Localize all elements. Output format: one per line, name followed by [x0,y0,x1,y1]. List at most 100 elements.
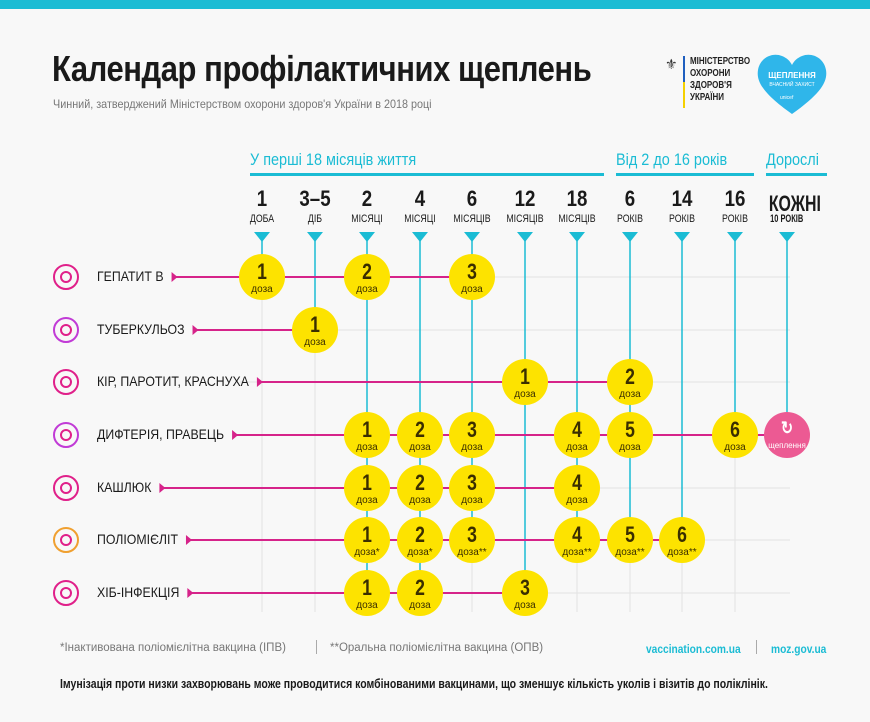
dose-number: 4 [572,417,582,442]
row-arrow-icon [256,377,263,387]
dose-circle: 2 доза [344,254,390,300]
dose-label: доза** [667,547,697,558]
column-value: 1 [256,186,268,211]
dose-label: щеплення [768,441,806,450]
polio-virus-icon [53,527,79,553]
campaign-logo-title: ЩЕПЛЕННЯ [768,71,816,80]
dose-label: доза [251,284,273,295]
dose-label: доза [356,495,378,506]
dose-circle: 1 доза [502,359,548,405]
column-value: 16 [724,186,746,211]
dose-circle: 5 доза [607,412,653,458]
row-arrow-icon [192,325,199,335]
dose-circle: 4 доза [554,465,600,511]
hib-bacteria-icon [53,580,79,606]
group-adults: Дорослі [766,150,819,169]
column-unit: РОКІВ [722,213,748,225]
dose-circle: 3 доза** [449,517,495,563]
ministry-logo-line: УКРАЇНИ [689,92,724,103]
row-arrow-icon [187,588,194,598]
column-unit: ДІБ [307,213,323,225]
dose-label: доза [461,442,483,453]
dose-number: 5 [625,417,635,442]
column-header: 14 РОКІВ [652,186,712,225]
row-arrow-icon [232,430,239,440]
column-value: 12 [514,186,536,211]
group-children: Від 2 до 16 років [616,150,728,169]
column-value: 4 [414,186,426,211]
column-header: КОЖНІ 10 РОКІВ [765,191,821,226]
column-header: 12 МІСЯЦІВ [495,186,555,225]
disease-label: ДИФТЕРІЯ, ПРАВЕЦЬ [97,426,225,442]
dose-circle: 1 доза [344,570,390,616]
column-marker-icon [569,232,585,242]
dose-circle: 6 доза** [659,517,705,563]
column-marker-icon [727,232,743,242]
column-header: 3–5 ДІБ [285,186,345,225]
dose-label: доза [461,284,483,295]
disease-label: КІР, ПАРОТИТ, КРАСНУХА [97,373,249,389]
column-value: 14 [671,186,693,211]
row-arrow-icon [185,535,192,545]
dose-label: доза** [615,547,645,558]
dose-circle: 1 доза [344,465,390,511]
column-header: 2 МІСЯЦІ [337,186,397,225]
dose-number: 2 [415,522,425,547]
column-value: 2 [361,186,373,211]
column-header: 1 ДОБА [232,186,292,225]
column-value: 18 [566,186,588,211]
column-unit: МІСЯЦІВ [453,213,491,225]
group-children-line [616,173,754,176]
link-vaccination[interactable]: vaccination.com.ua [646,642,741,656]
column-unit: МІСЯЦІВ [558,213,596,225]
column-value: 6 [624,186,636,211]
dose-circle: 1 доза [239,254,285,300]
group-infants: У перші 18 місяців життя [250,150,417,169]
column-marker-icon [779,232,795,242]
dose-circle: 3 доза [449,465,495,511]
group-adults-line [766,173,827,176]
dose-number: 1 [310,312,320,337]
dose-number: 2 [415,417,425,442]
dose-number: 3 [467,522,477,547]
link-moz[interactable]: moz.gov.ua [771,642,827,656]
dose-number: 5 [625,522,635,547]
dose-number: 6 [730,417,740,442]
dose-label: доза [409,495,431,506]
dose-number: 1 [520,364,530,389]
dose-label: доза [566,495,588,506]
dose-number: 3 [520,575,530,600]
virus-spiral-icon [53,369,79,395]
column-value: 6 [466,186,478,211]
ministry-logo-line: ОХОРОНИ [689,68,730,79]
column-unit: МІСЯЦІВ [506,213,544,225]
dose-number: 2 [415,575,425,600]
column-marker-icon [517,232,533,242]
dose-number: 4 [572,522,582,547]
dose-circle: 2 доза [397,412,443,458]
footnote-ipv: *Інактивована поліомієлітна вакцина (ІПВ… [60,642,286,654]
dose-label: доза [514,389,536,400]
column-value: КОЖНІ [768,191,821,216]
column-header: 18 МІСЯЦІВ [547,186,607,225]
dose-number: 2 [415,470,425,495]
dose-number: 1 [362,470,372,495]
refresh-icon: ↻ [780,418,794,438]
dose-circle: 3 доза [449,412,495,458]
bacteria-rods-icon [53,317,79,343]
page-subtitle: Чинний, затверджений Міністерством охоро… [53,97,432,111]
column-unit: МІСЯЦІ [404,213,436,225]
campaign-logo-subtitle: ВЧАСНИЙ ЗАХИСТ [769,82,815,88]
dose-circle: 6 доза [712,412,758,458]
dose-circle: 4 доза** [554,517,600,563]
disease-label: ХІБ-ІНФЕКЦІЯ [97,584,180,600]
dose-label: доза [724,442,746,453]
row-arrow-icon [159,483,166,493]
disease-label: КАШЛЮК [97,479,152,495]
dose-label: доза [356,284,378,295]
dose-circle: 4 доза [554,412,600,458]
dose-label: доза [514,600,536,611]
footnote-opv: **Оральна поліомієлітна вакцина (ОПВ) [330,642,544,654]
column-marker-icon [622,232,638,242]
